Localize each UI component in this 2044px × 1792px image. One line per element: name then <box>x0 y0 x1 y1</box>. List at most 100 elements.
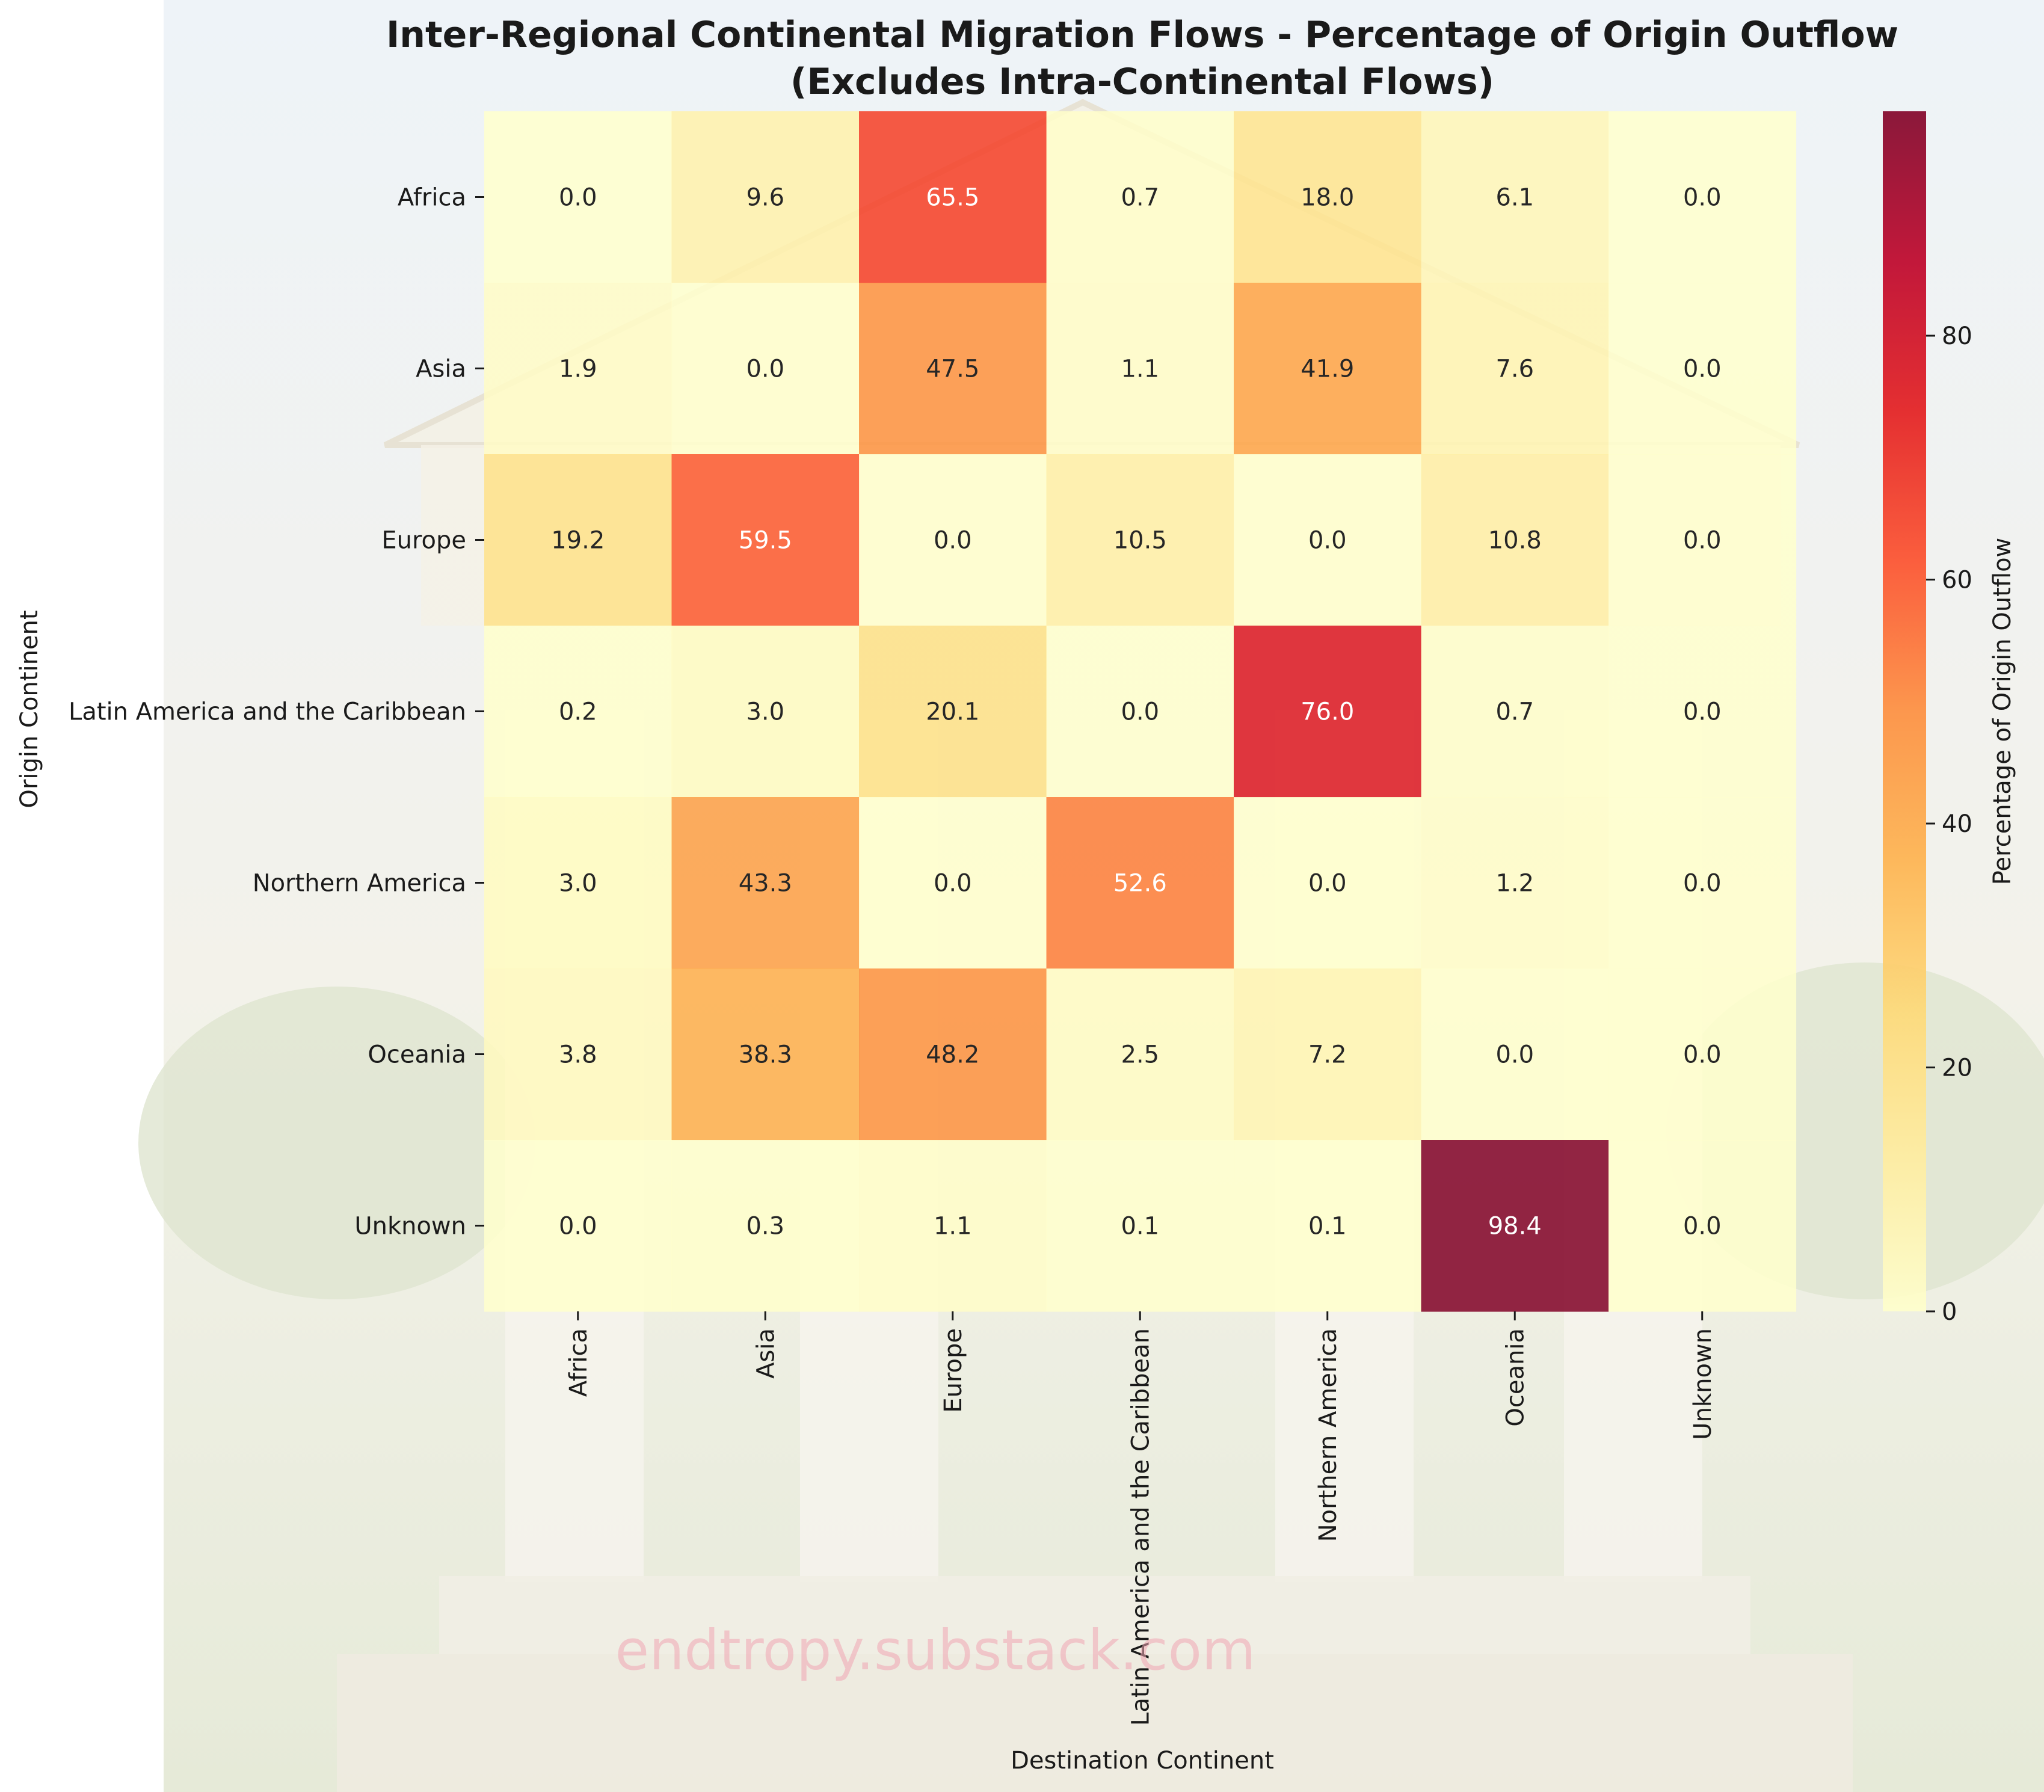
cell-value-label: 7.2 <box>1308 1041 1347 1069</box>
cell-value-label: 0.7 <box>1121 184 1159 212</box>
y-tick-label-unknown: Unknown <box>354 1213 466 1240</box>
heatmap-cell-northern-america-to-europe <box>859 797 1047 969</box>
cell-value-label: 43.3 <box>739 870 792 898</box>
colorbar: 0 20 40 60 80 Percentage of Origin Outflow <box>1883 111 2016 1326</box>
y-tick-label-europe: Europe <box>381 527 466 555</box>
heatmap-cell-europe-to-oceania <box>1421 454 1609 626</box>
cell-value-label: 20.1 <box>926 698 979 726</box>
x-axis-label: Destination Continent <box>1011 1747 1274 1775</box>
cell-value-label: 0.0 <box>1121 698 1159 726</box>
cell-value-label: 0.7 <box>1495 698 1534 726</box>
cell-value-label: 0.0 <box>1683 870 1722 898</box>
colorbar-tick-label: 80 <box>1942 322 1972 350</box>
heatmap-cell-latin-america-and-the-caribbean-to-unknown <box>1608 626 1797 798</box>
heatmap-cell-labels: 0.0 9.6 65.5 0.7 18.0 6.1 0.0 1.9 0.0 47.5 1.1 41.9… <box>551 184 1721 1240</box>
heatmap-cell-oceania-to-europe <box>859 968 1047 1141</box>
cell-value-label: 1.9 <box>559 356 597 383</box>
colorbar-label: Percentage of Origin Outflow <box>1989 538 2016 885</box>
heatmap-cell-unknown-to-africa <box>484 1140 673 1312</box>
heatmap-cell-europe-to-latin-america-and-the-caribbean <box>1046 454 1234 626</box>
heatmap-cell-oceania-to-africa <box>484 968 673 1141</box>
cell-value-label: 38.3 <box>739 1041 792 1069</box>
y-axis-label: Origin Continent <box>16 610 43 808</box>
cell-value-label: 10.5 <box>1113 527 1167 555</box>
cell-value-label: 0.0 <box>746 356 784 383</box>
colorbar-tick-label: 20 <box>1942 1055 1972 1082</box>
cell-value-label: 0.3 <box>746 1213 784 1240</box>
heatmap-cell-unknown-to-oceania <box>1421 1140 1609 1312</box>
heatmap-cell-latin-america-and-the-caribbean-to-europe <box>859 626 1047 798</box>
cell-value-label: 0.1 <box>1308 1213 1347 1240</box>
heatmap-cell-africa-to-asia <box>671 111 860 283</box>
cell-value-label: 0.2 <box>559 698 597 726</box>
x-tick-label-oceania: Oceania <box>1501 1328 1529 1427</box>
heatmap-cell-oceania-to-unknown <box>1608 968 1797 1141</box>
heatmap-cell-asia-to-latin-america-and-the-caribbean <box>1046 283 1234 455</box>
x-tick-label-africa: Africa <box>565 1328 593 1397</box>
heatmap-cell-africa-to-unknown <box>1608 111 1797 283</box>
cell-value-label: 3.0 <box>559 870 597 898</box>
heatmap-cell-latin-america-and-the-caribbean-to-northern-america <box>1234 626 1422 798</box>
watermark: endtropy.substack.com <box>615 1618 1255 1683</box>
y-tick-label-oceania: Oceania <box>368 1041 466 1069</box>
cell-value-label: 0.1 <box>1121 1213 1159 1240</box>
cell-value-label: 59.5 <box>739 527 792 555</box>
cell-value-label: 0.0 <box>1683 356 1722 383</box>
cell-value-label: 47.5 <box>926 356 979 383</box>
heatmap-cell-northern-america-to-unknown <box>1608 797 1797 969</box>
cell-value-label: 0.0 <box>934 870 972 898</box>
cell-value-label: 0.0 <box>934 527 972 555</box>
heatmap-cell-europe-to-europe <box>859 454 1047 626</box>
heatmap-cell-unknown-to-northern-america <box>1234 1140 1422 1312</box>
heatmap-cell-asia-to-oceania <box>1421 283 1609 455</box>
cell-value-label: 18.0 <box>1301 184 1354 212</box>
cell-value-label: 48.2 <box>926 1041 979 1069</box>
cell-value-label: 7.6 <box>1495 356 1534 383</box>
y-axis: Africa Asia Europe Latin America and the Ca… <box>69 184 484 1240</box>
cell-value-label: 0.0 <box>1683 1041 1722 1069</box>
chart-title-line-1: Inter-Regional Continental Migration Flo… <box>386 14 1898 56</box>
y-tick-label-northern-america: Northern America <box>253 870 466 898</box>
cell-value-label: 0.0 <box>1683 698 1722 726</box>
cell-value-label: 3.8 <box>559 1041 597 1069</box>
heatmap-cell-africa-to-europe <box>859 111 1047 283</box>
colorbar-tick-label: 0 <box>1942 1298 1957 1326</box>
heatmap-cell-africa-to-oceania <box>1421 111 1609 283</box>
heatmap-cell-europe-to-asia <box>671 454 860 626</box>
x-tick-label-europe: Europe <box>940 1328 967 1413</box>
heatmap-cell-northern-america-to-northern-america <box>1234 797 1422 969</box>
tree-left <box>138 987 535 1299</box>
cell-value-label: 0.0 <box>559 184 597 212</box>
y-tick-label-asia: Asia <box>416 356 466 383</box>
cell-value-label: 1.1 <box>934 1213 972 1240</box>
heatmap-cell-asia-to-northern-america <box>1234 283 1422 455</box>
heatmap-cell-northern-america-to-asia <box>671 797 860 969</box>
heatmap-cell-unknown-to-asia <box>671 1140 860 1312</box>
heatmap-cell-unknown-to-latin-america-and-the-caribbean <box>1046 1140 1234 1312</box>
colorbar-fill <box>1883 111 1926 1311</box>
heatmap-cell-asia-to-asia <box>671 283 860 455</box>
cell-value-label: 9.6 <box>746 184 784 212</box>
cell-value-label: 0.0 <box>1308 870 1347 898</box>
cell-value-label: 52.6 <box>1113 870 1167 898</box>
y-tick-label-africa: Africa <box>398 184 466 212</box>
cell-value-label: 65.5 <box>926 184 979 212</box>
heatmap-cell-europe-to-unknown <box>1608 454 1797 626</box>
heatmap-cell-unknown-to-unknown <box>1608 1140 1797 1312</box>
heatmap-cell-oceania-to-oceania <box>1421 968 1609 1141</box>
heatmap-cell-asia-to-africa <box>484 283 673 455</box>
x-tick-label-northern-america: Northern America <box>1314 1328 1342 1542</box>
cell-value-label: 6.1 <box>1495 184 1534 212</box>
heatmap-cell-africa-to-africa <box>484 111 673 283</box>
cell-value-label: 1.1 <box>1121 356 1159 383</box>
x-tick-label-unknown: Unknown <box>1689 1328 1717 1440</box>
cell-value-label: 0.0 <box>1683 184 1722 212</box>
cell-value-label: 2.5 <box>1121 1041 1159 1069</box>
cell-value-label: 0.0 <box>559 1213 597 1240</box>
heatmap-cell-europe-to-africa <box>484 454 673 626</box>
heatmap-cell-latin-america-and-the-caribbean-to-asia <box>671 626 860 798</box>
heatmap-cell-northern-america-to-oceania <box>1421 797 1609 969</box>
y-tick-label-latin-america-and-the-caribbean: Latin America and the Caribbean <box>69 698 466 726</box>
cell-value-label: 76.0 <box>1301 698 1354 726</box>
